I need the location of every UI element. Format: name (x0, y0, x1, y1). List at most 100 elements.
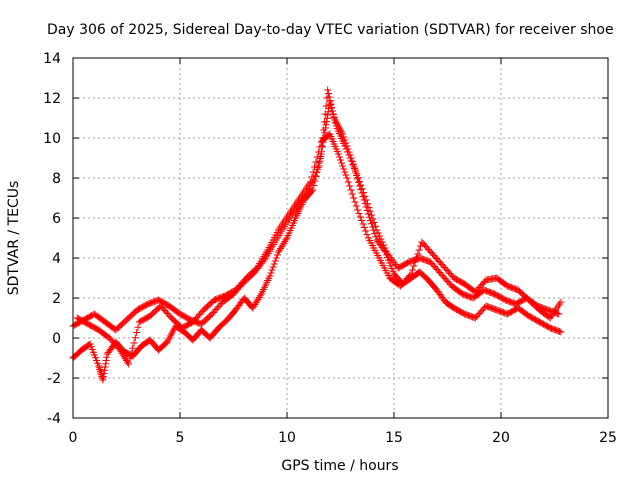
data-point (350, 165, 358, 172)
data-point (414, 250, 422, 258)
data-point (98, 374, 106, 382)
plot-frame (72, 57, 609, 419)
data-point (324, 90, 332, 97)
data-point (282, 236, 290, 244)
data-point (129, 344, 137, 352)
data-point (557, 328, 565, 336)
data-point (348, 158, 356, 165)
data-point (320, 126, 328, 134)
y-tick-label: 4 (52, 251, 61, 267)
data-point (96, 366, 104, 373)
data-point (347, 186, 355, 194)
data-point (324, 86, 332, 94)
data-point (271, 257, 279, 265)
data-point (363, 207, 371, 214)
data-point (311, 163, 319, 171)
data-point (96, 367, 104, 375)
data-point (309, 168, 317, 176)
data-point (356, 182, 364, 190)
y-tick-label: 0 (52, 331, 61, 347)
data-point (371, 230, 379, 237)
data-point (412, 254, 420, 262)
data-point (101, 363, 109, 371)
data-point (557, 298, 565, 306)
data-point (99, 376, 107, 384)
data-point (95, 364, 103, 372)
data-point (310, 182, 318, 189)
data-point (329, 111, 337, 118)
data-point (311, 177, 319, 185)
data-point (368, 220, 376, 228)
data-point (358, 189, 366, 197)
data-point (351, 198, 359, 206)
data-point (267, 269, 275, 277)
y-tick-label: 8 (52, 171, 61, 187)
data-point (353, 172, 361, 179)
y-tick-label: 10 (43, 131, 61, 147)
data-point (270, 260, 278, 268)
data-point (325, 93, 333, 101)
data-point (362, 203, 370, 211)
data-point (366, 217, 374, 224)
x-tick-label: 25 (599, 430, 617, 446)
data-point (410, 262, 418, 270)
data-point (321, 110, 329, 118)
x-tick-label: 10 (278, 430, 296, 446)
data-point (316, 155, 324, 162)
y-tick-label: 6 (52, 211, 61, 227)
data-point (356, 213, 364, 221)
data-point (328, 104, 336, 111)
tick-labels: 0 5 10 15 20 25 -4 -2 0 2 4 6 8 10 12 14 (43, 51, 617, 446)
data-point (345, 148, 353, 156)
data-point (133, 329, 141, 336)
data-point (322, 102, 330, 110)
data-point (339, 162, 347, 170)
data-point (320, 118, 328, 126)
data-point (343, 174, 351, 182)
y-tick-label: -2 (47, 371, 61, 387)
data-point (131, 334, 139, 342)
data-point (339, 130, 347, 138)
data-point (361, 200, 369, 207)
data-point (272, 254, 280, 262)
data-point (335, 153, 343, 161)
data-point (344, 178, 352, 186)
data-point (408, 266, 416, 274)
data-point (340, 133, 348, 141)
data-point (312, 158, 320, 166)
data-point (266, 272, 274, 280)
data-point (359, 193, 367, 200)
data-point (355, 210, 363, 217)
data-point (100, 370, 108, 377)
data-point (358, 217, 366, 224)
data-point (103, 353, 111, 361)
data-point (125, 360, 133, 368)
data-point (309, 186, 317, 194)
data-point (134, 323, 142, 331)
data-point (308, 173, 316, 181)
data-point (346, 182, 354, 190)
data-point (126, 355, 134, 363)
data-point (342, 171, 350, 179)
data-point (355, 179, 363, 186)
data-point (127, 350, 135, 357)
data-point (350, 194, 358, 202)
chart-title: Day 306 of 2025, Sidereal Day-to-day VTE… (47, 22, 614, 38)
data-point (415, 246, 423, 254)
data-point (372, 233, 380, 241)
data-point (364, 210, 372, 218)
data-point (365, 213, 373, 221)
data-point (347, 154, 355, 162)
y-tick-label: -4 (47, 411, 61, 427)
data-point (101, 366, 109, 374)
axis-ticks (72, 57, 609, 419)
data-point (341, 168, 349, 176)
data-point (334, 150, 342, 158)
x-tick-label: 0 (69, 430, 78, 446)
data-point (308, 187, 316, 195)
data-point (362, 227, 370, 235)
data-point (363, 231, 371, 238)
data-point (328, 107, 336, 115)
data-point (370, 226, 378, 234)
data-point (307, 178, 315, 186)
